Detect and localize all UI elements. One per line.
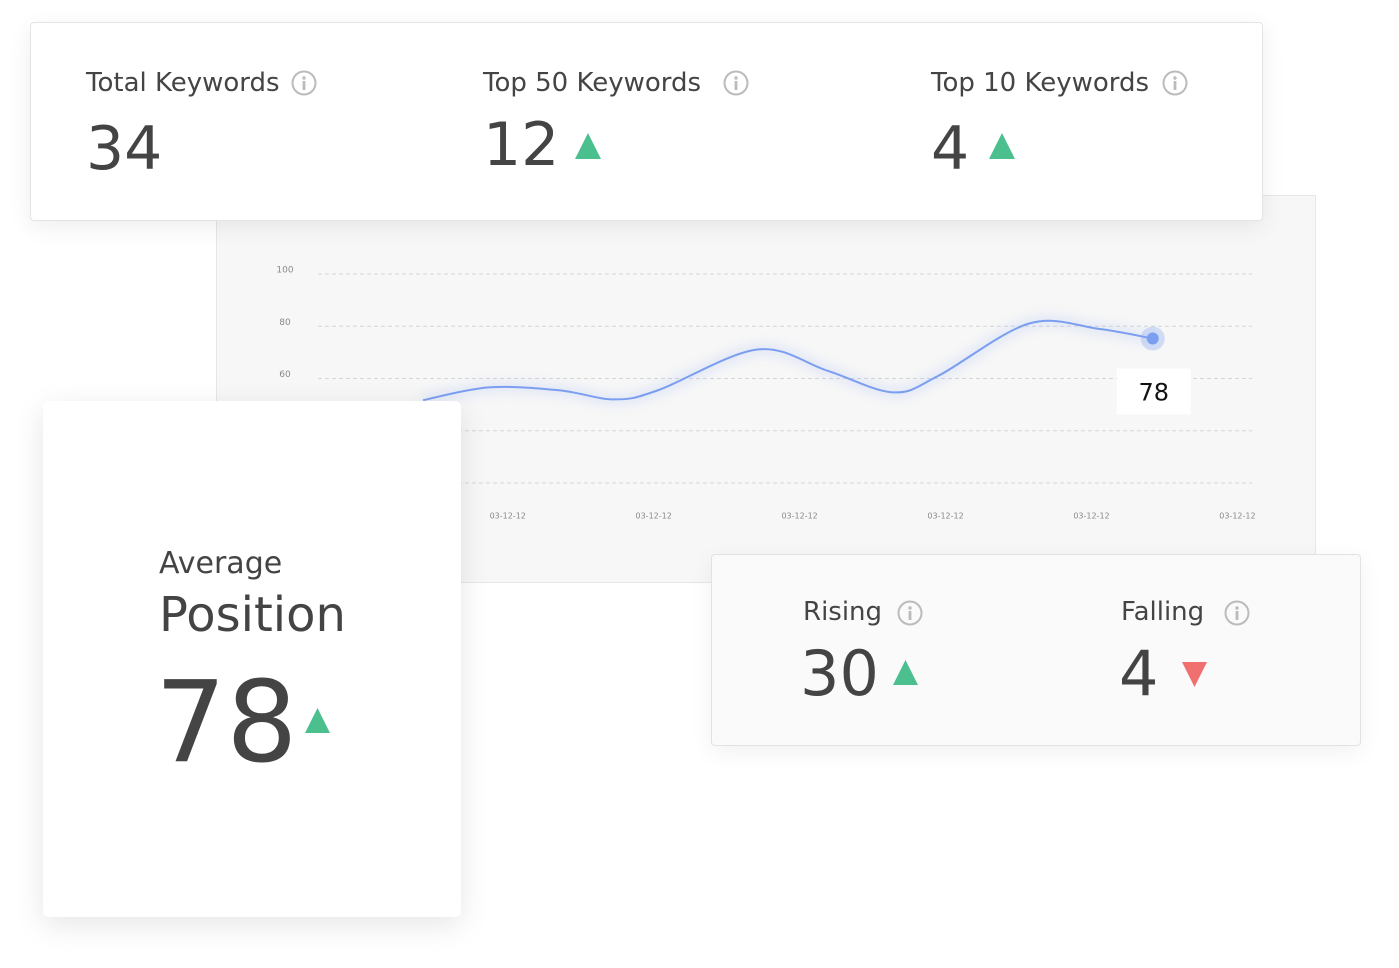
tooltip-box bbox=[1116, 368, 1191, 415]
info-icon[interactable] bbox=[1224, 600, 1250, 626]
y-tick-label: 100 bbox=[276, 266, 293, 276]
x-tick-label: 03-12-12 bbox=[1073, 512, 1109, 521]
x-tick-label: 03-12-12 bbox=[927, 512, 963, 521]
trend-up bbox=[575, 133, 601, 159]
tooltip-label: 78 bbox=[1138, 379, 1169, 407]
x-tick-label: 03-12-12 bbox=[781, 512, 817, 521]
average-label: Position bbox=[159, 587, 346, 643]
movement-label: Falling bbox=[1121, 597, 1205, 627]
y-tick-label: 60 bbox=[279, 370, 291, 380]
average-label: Average bbox=[159, 546, 283, 581]
stat-value: 12 bbox=[483, 110, 560, 180]
stat-label: Top 10 Keywords bbox=[931, 68, 1150, 98]
trend-up bbox=[893, 660, 918, 685]
trend-up bbox=[989, 133, 1015, 159]
movement-value: 30 bbox=[800, 637, 879, 710]
movement-card: Rising 30 Falling 4 bbox=[711, 554, 1361, 746]
movement-value: 4 bbox=[1119, 637, 1159, 710]
trend-down bbox=[1182, 662, 1207, 687]
trend-up bbox=[305, 708, 330, 733]
x-tick-label: 03-12-12 bbox=[490, 512, 526, 521]
point bbox=[1146, 332, 1159, 345]
stat-label: Top 50 Keywords bbox=[483, 68, 702, 98]
movement-label: Rising bbox=[803, 597, 883, 627]
info-icon[interactable] bbox=[723, 70, 749, 96]
stat-value: 4 bbox=[931, 114, 970, 184]
info-icon[interactable] bbox=[291, 70, 317, 96]
x-tick-label: 03-12-12 bbox=[636, 512, 672, 521]
y-tick-label: 80 bbox=[279, 318, 291, 328]
info-icon[interactable] bbox=[897, 600, 923, 626]
summary-card: Total Keywords 34 Top 50 Keywords 12 Top… bbox=[30, 22, 1263, 221]
x-tick-label: 03-12-12 bbox=[1219, 512, 1255, 521]
stat-label: Total Keywords bbox=[86, 68, 280, 98]
stat-value: 34 bbox=[86, 114, 163, 184]
line bbox=[422, 319, 1153, 402]
info-icon[interactable] bbox=[1162, 70, 1188, 96]
average-value: 78 bbox=[155, 658, 298, 788]
average-card: Average Position 78 bbox=[43, 401, 461, 917]
